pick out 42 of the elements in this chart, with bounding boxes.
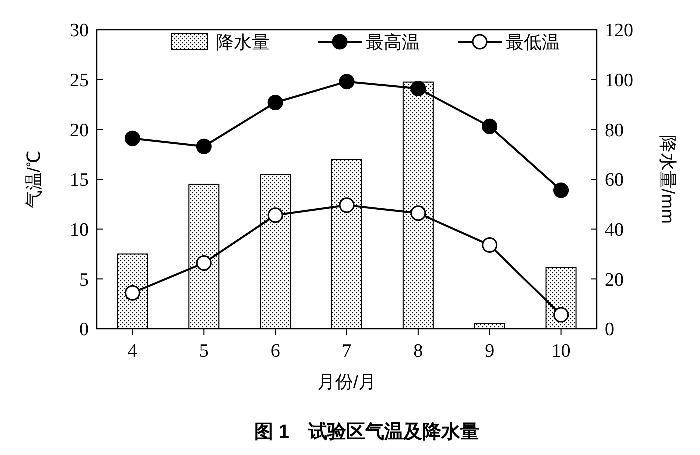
point bbox=[124, 130, 140, 146]
point bbox=[268, 95, 284, 111]
text: 图 1 试验区气温及降水量 bbox=[254, 421, 480, 443]
point bbox=[482, 118, 498, 134]
y-tick-label: 10 bbox=[70, 220, 89, 241]
point bbox=[196, 255, 212, 271]
point bbox=[554, 307, 570, 323]
legend-label: 降水量 bbox=[216, 32, 270, 52]
x-tick-label: 9 bbox=[485, 341, 495, 362]
x-tick-label: 4 bbox=[128, 341, 138, 362]
point bbox=[482, 238, 498, 254]
y2-tick-label: 20 bbox=[605, 270, 624, 291]
legend-label: 最低温 bbox=[506, 32, 560, 52]
y-tick-label: 25 bbox=[70, 70, 89, 92]
x-tick-label: 7 bbox=[342, 341, 352, 362]
legend-label: 最高温 bbox=[366, 32, 420, 52]
y-tick-label: 0 bbox=[80, 320, 89, 341]
x-tick-label: 8 bbox=[414, 341, 424, 362]
point bbox=[268, 208, 284, 224]
y2-tick-label: 120 bbox=[605, 20, 634, 42]
point bbox=[339, 74, 355, 90]
y2-tick-label: 0 bbox=[605, 320, 614, 341]
y2-tick-label: 80 bbox=[605, 120, 624, 142]
y-tick-label: 20 bbox=[70, 120, 89, 142]
x-tick-label: 5 bbox=[199, 341, 209, 362]
y2-axis-title: 降水量/mm bbox=[658, 135, 678, 224]
x-tick-label: 10 bbox=[552, 341, 571, 362]
point bbox=[410, 206, 426, 222]
x-axis-title: 月份/月 bbox=[317, 372, 377, 392]
y2-tick-label: 60 bbox=[605, 170, 624, 192]
x-tick-label: 6 bbox=[270, 341, 280, 362]
point bbox=[410, 81, 426, 97]
y-tick-label: 15 bbox=[70, 170, 89, 192]
point bbox=[554, 182, 570, 198]
y2-tick-label: 40 bbox=[605, 220, 624, 241]
y2-tick-label: 100 bbox=[605, 70, 634, 92]
point bbox=[124, 285, 140, 301]
y-tick-label: 30 bbox=[70, 20, 89, 42]
point bbox=[339, 198, 355, 214]
y-tick-label: 5 bbox=[80, 270, 89, 291]
y-axis-title: 气温/℃ bbox=[24, 150, 44, 209]
point bbox=[196, 138, 212, 154]
